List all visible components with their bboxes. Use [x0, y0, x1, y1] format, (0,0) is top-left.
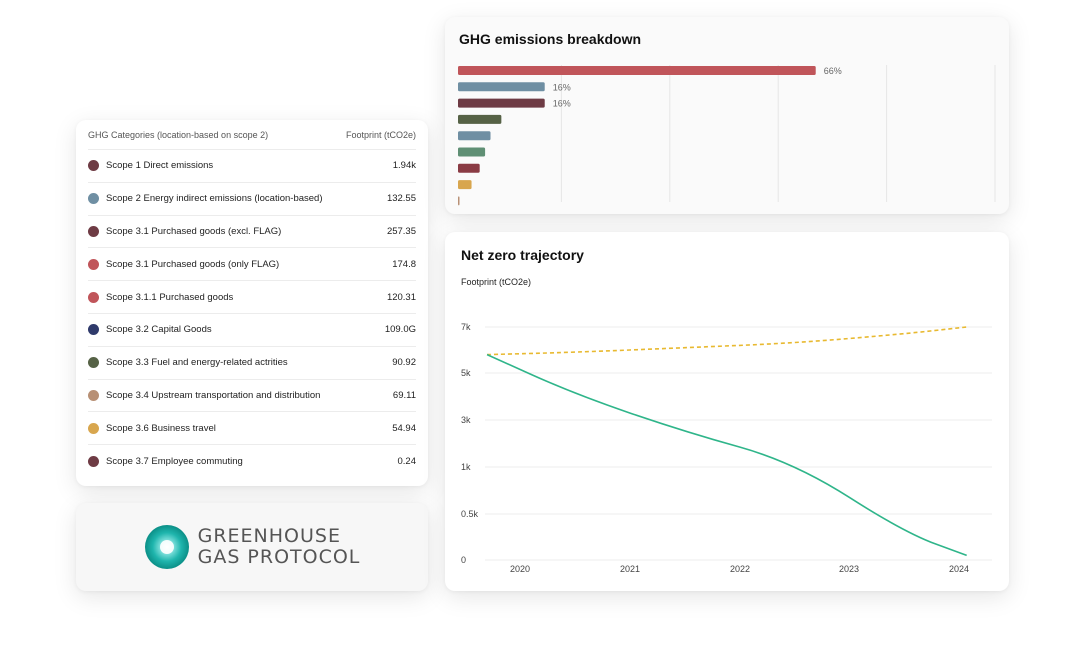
table-row: Scope 3.1 Purchased goods (only FLAG) 174… — [88, 248, 416, 282]
category-footprint: 90.92 — [392, 357, 416, 369]
bar — [458, 147, 486, 157]
category-label: Scope 3.4 Upstream transportation and di… — [106, 389, 321, 401]
category-color-dot — [88, 422, 99, 434]
bar-data-label: 16% — [553, 82, 571, 92]
category-color-dot — [88, 193, 99, 205]
table-body: Scope 1 Direct emissions 1.94k Scope 2 Ene… — [88, 150, 416, 478]
category-footprint: 120.31 — [386, 291, 416, 303]
table-row: Scope 3.1.1 Purchased goods 120.31 — [88, 281, 416, 314]
x-tick-label: 2020 — [510, 564, 530, 574]
header-category: GHG Categories (location-based on scope … — [88, 129, 269, 140]
bar — [458, 131, 491, 141]
header-footprint: Footprint (tCO2e) — [345, 129, 416, 140]
y-tick-label: 5k — [461, 368, 471, 378]
category-footprint: 257.35 — [386, 225, 416, 237]
category-color-dot — [88, 291, 99, 303]
bar-chart-title: GHG emissions breakdown — [459, 31, 642, 47]
category-color-dot — [88, 389, 99, 401]
category-label: Scope 3.1 Purchased goods (only FLAG) — [106, 258, 280, 270]
category-footprint: 174.8 — [392, 258, 416, 270]
bar-data-label: 66% — [824, 66, 842, 76]
category-label: Scope 3.3 Fuel and energy-related actrit… — [106, 357, 288, 369]
category-color-dot — [88, 160, 99, 172]
category-label: Scope 2 Energy indirect emissions (locat… — [106, 193, 323, 205]
baseline-series-line — [487, 326, 967, 356]
y-tick-label: 0 — [461, 555, 466, 565]
category-footprint: 109.0G — [384, 324, 416, 336]
table-row: Scope 3.2 Capital Goods 109.0G — [88, 314, 416, 347]
category-color-dot — [88, 357, 99, 369]
target-series-line — [486, 353, 967, 557]
table-row: Scope 3.3 Fuel and energy-related actrit… — [88, 347, 416, 380]
table-row: Scope 3.7 Employee commuting 0.24 — [88, 445, 416, 478]
bar — [458, 163, 480, 173]
table-header: GHG Categories (location-based on scope … — [88, 120, 416, 150]
category-label: Scope 3.6 Business travel — [106, 422, 216, 434]
y-tick-label: 3k — [461, 415, 471, 425]
table-row: Scope 2 Energy indirect emissions (locat… — [88, 183, 416, 216]
bar-chart: 66% 16% 16% — [458, 65, 996, 206]
x-tick-label: 2022 — [730, 564, 750, 574]
greenhouse-gas-protocol-logo-icon — [144, 525, 189, 569]
x-tick-label: 2021 — [620, 564, 640, 574]
bar — [458, 82, 545, 92]
table-row: Scope 3.1 Purchased goods (excl. FLAG) 25… — [88, 216, 416, 249]
bar — [458, 196, 460, 206]
table-row: Scope 1 Direct emissions 1.94k — [88, 150, 416, 183]
line-chart-title: Net zero trajectory — [461, 247, 584, 263]
logo-text: GREENHOUSE GAS PROTOCOL — [198, 526, 361, 568]
category-label: Scope 3.7 Employee commuting — [106, 456, 243, 468]
category-footprint: 54.94 — [392, 422, 416, 434]
category-color-dot — [88, 225, 99, 237]
bar — [458, 66, 816, 75]
ghg-breakdown-card: GHG emissions breakdown 66% 16% 16% — [445, 17, 1009, 214]
bar — [458, 98, 545, 108]
category-label: Scope 3.2 Capital Goods — [106, 324, 212, 336]
line-chart-ylabel: Footprint (tCO2e) — [461, 277, 532, 287]
category-footprint: 1.94k — [392, 160, 416, 172]
line-chart: 0 0.5k 1k 3k 5k 7k 2020 2021 2022 2023 2024 — [461, 322, 992, 574]
y-tick-label: 1k — [461, 462, 471, 472]
category-label: Scope 3.1 Purchased goods (excl. FLAG) — [106, 225, 282, 237]
category-color-dot — [88, 324, 99, 336]
category-color-dot — [88, 456, 99, 468]
bar — [458, 180, 472, 190]
logo-card: GREENHOUSE GAS PROTOCOL — [76, 503, 428, 591]
category-footprint: 69.11 — [392, 389, 416, 401]
category-color-dot — [88, 258, 99, 270]
table-row: Scope 3.4 Upstream transportation and di… — [88, 380, 416, 413]
bar — [458, 114, 502, 124]
logo-line-2: GAS PROTOCOL — [197, 546, 361, 568]
category-footprint: 0.24 — [397, 456, 417, 468]
x-tick-label: 2023 — [839, 564, 859, 574]
table-row: Scope 3.6 Business travel 54.94 — [88, 412, 416, 446]
category-label: Scope 1 Direct emissions — [106, 160, 214, 172]
logo-line-1: GREENHOUSE — [197, 525, 341, 547]
category-footprint: 132.55 — [386, 193, 416, 205]
ghg-categories-card: GHG Categories (location-based on scope … — [76, 120, 428, 486]
category-label: Scope 3.1.1 Purchased goods — [106, 291, 234, 303]
x-tick-label: 2024 — [949, 564, 969, 574]
y-tick-label: 7k — [461, 322, 471, 332]
bar-data-label: 16% — [553, 99, 571, 109]
y-tick-label: 0.5k — [461, 509, 479, 519]
